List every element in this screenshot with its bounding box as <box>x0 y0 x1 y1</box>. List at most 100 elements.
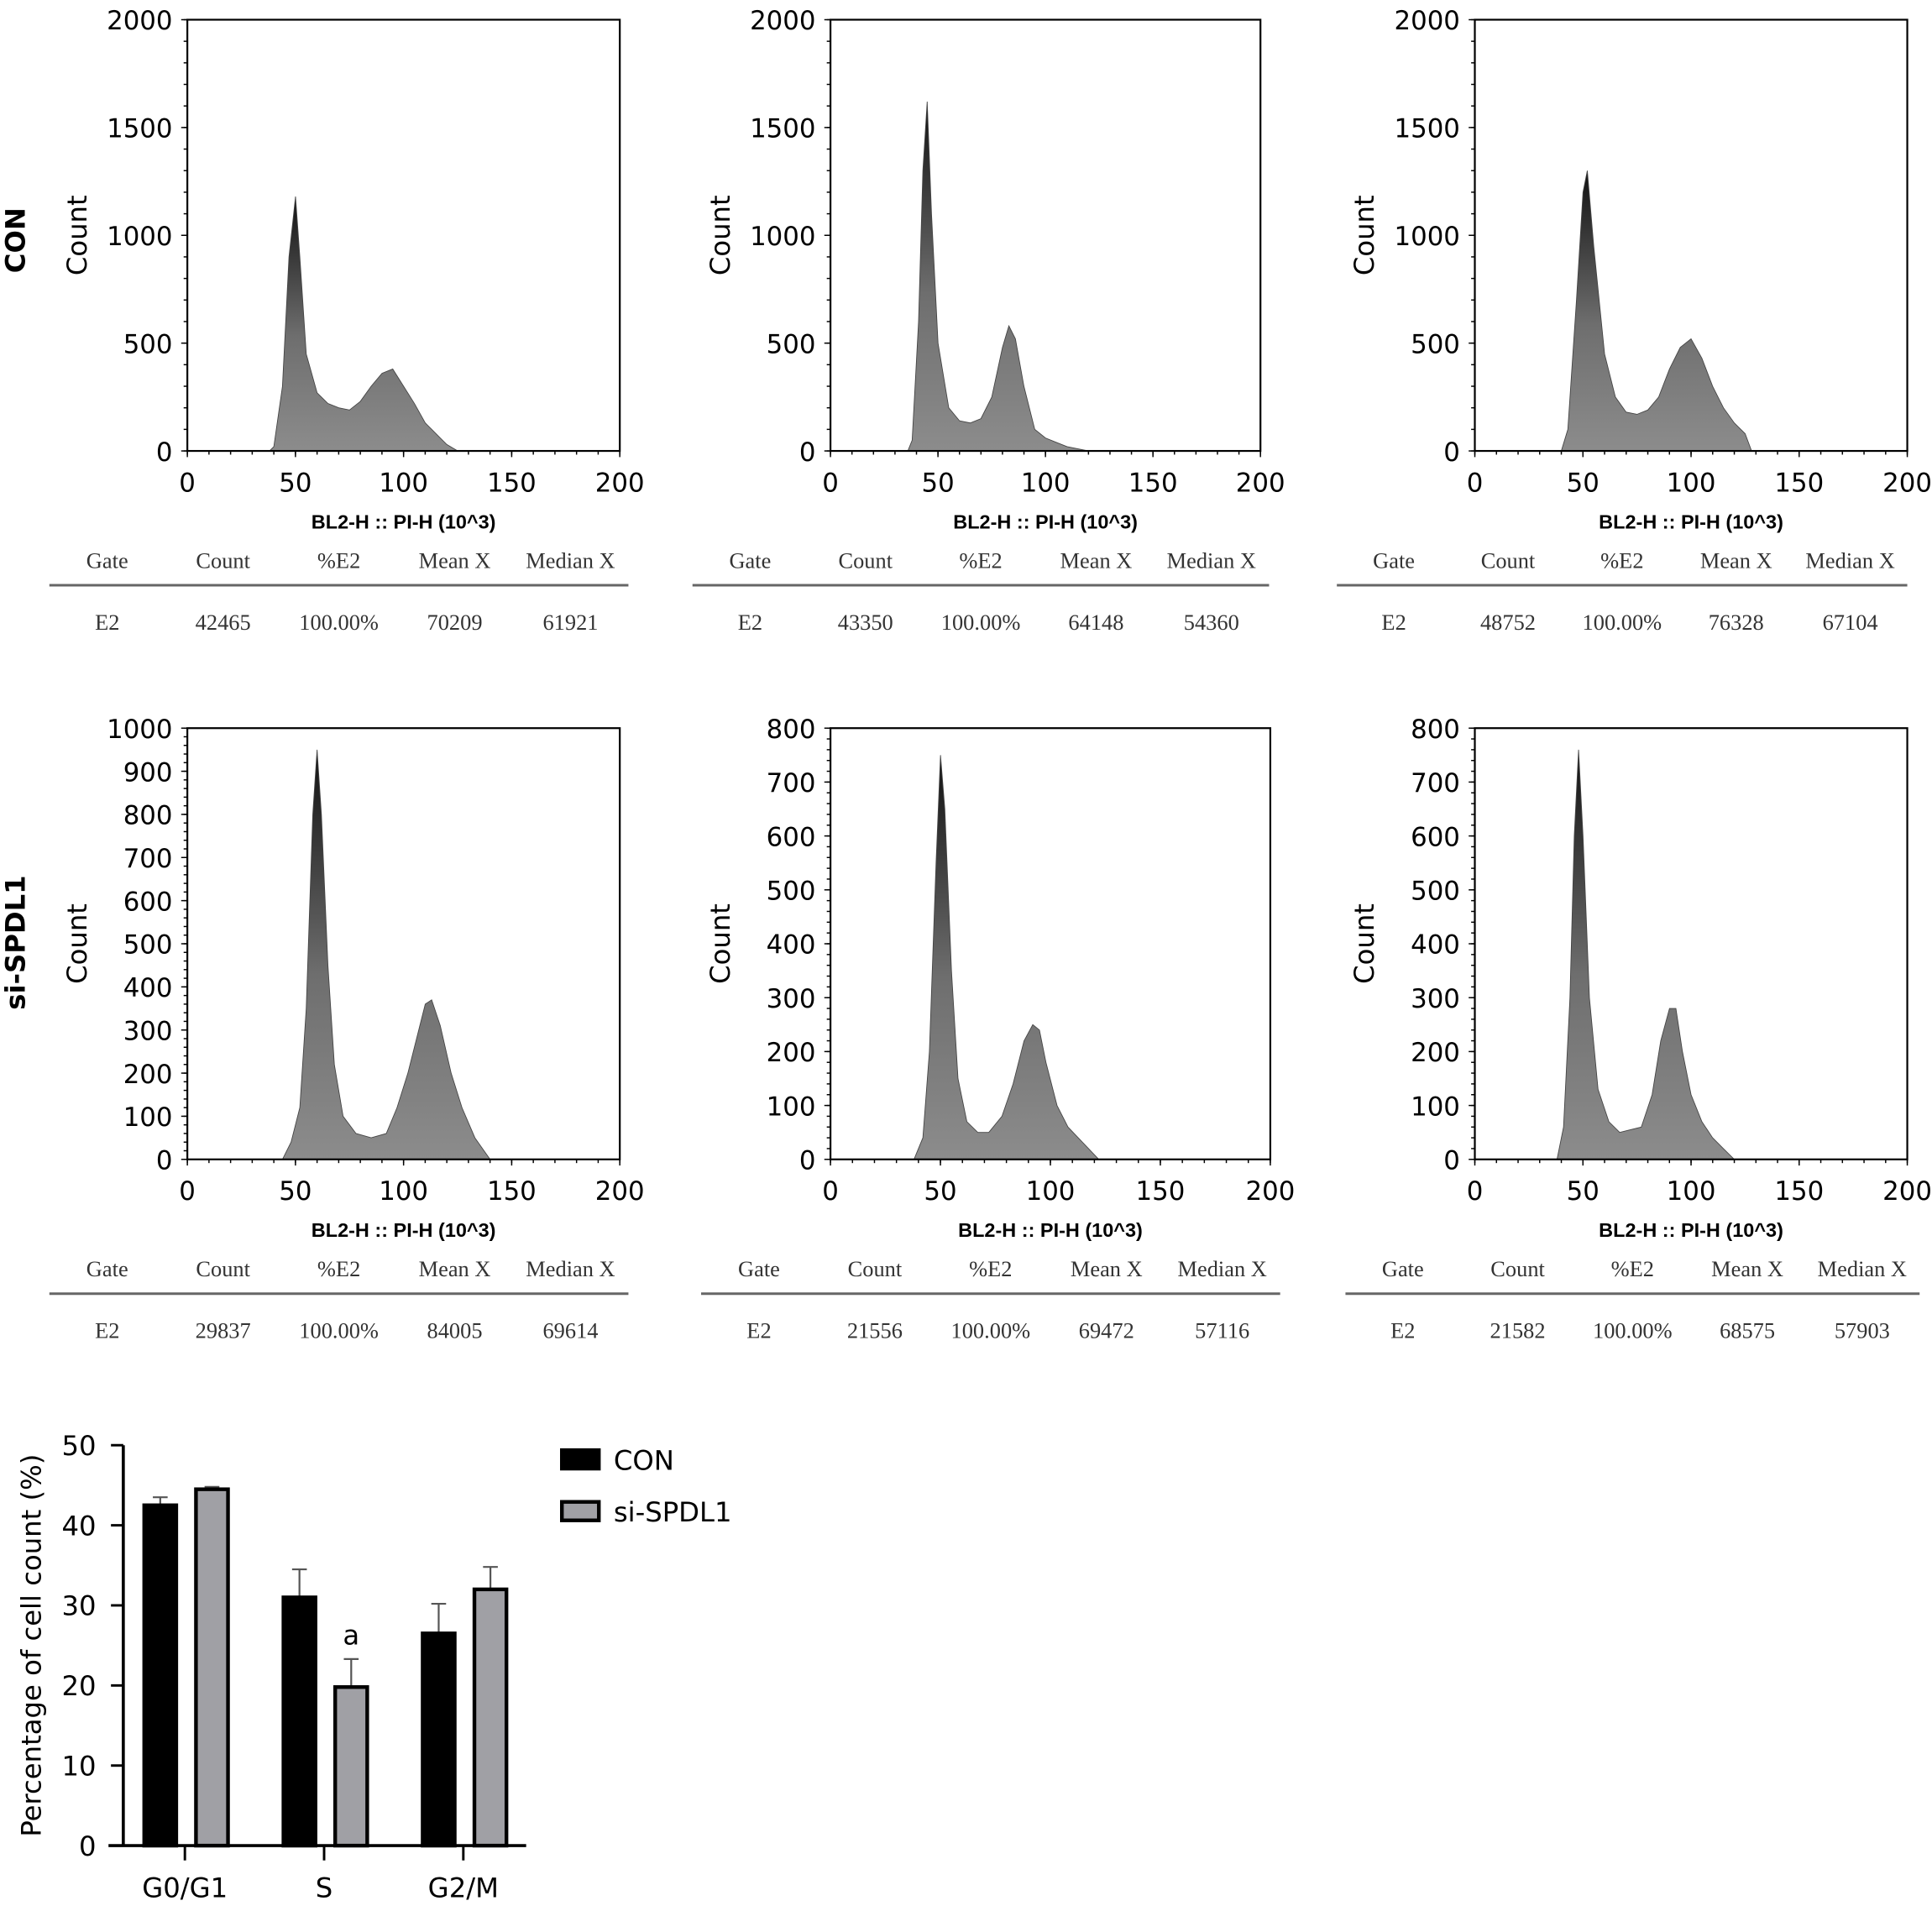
table-cell: 68575 <box>1720 1318 1775 1343</box>
x-tick-label: 150 <box>1774 1176 1824 1207</box>
bar-con-1 <box>281 1595 317 1848</box>
x-tick-label: 50 <box>279 1176 312 1207</box>
bar-con-2 <box>421 1631 457 1848</box>
x-tick-label: 100 <box>1021 468 1071 498</box>
x-axis-label: BL2-H :: PI-H (10^3) <box>1599 511 1783 532</box>
y-tick-label: 1500 <box>750 114 815 144</box>
table-cell: E2 <box>746 1318 771 1343</box>
x-tick-label: 150 <box>1136 1176 1186 1207</box>
x-tick-label: 0 <box>822 468 839 498</box>
table-header: Median X <box>1178 1256 1267 1281</box>
y-tick-label: 10 <box>61 1750 96 1782</box>
y-tick-label: 2000 <box>1395 6 1460 36</box>
table-cell: 70209 <box>427 610 483 635</box>
x-tick-label: 150 <box>1774 468 1824 498</box>
x-tick-label: 50 <box>924 1176 956 1207</box>
table-header: Count <box>848 1256 903 1281</box>
table-header: %E2 <box>1611 1256 1654 1281</box>
table-cell: 100.00% <box>1593 1318 1673 1343</box>
table-cell: 69614 <box>542 1318 598 1343</box>
table-header: Mean X <box>1700 547 1772 573</box>
stats-table: Gate Count %E2 Mean X Median X E2 21582 100.00%… <box>1345 1256 1920 1343</box>
table-cell: E2 <box>95 1318 119 1343</box>
table-cell: 84005 <box>427 1318 483 1343</box>
y-tick-label: 300 <box>767 984 816 1014</box>
x-tick-label: 200 <box>1246 1176 1296 1207</box>
table-cell: 100.00% <box>951 1318 1031 1343</box>
table-cell: E2 <box>1381 610 1406 635</box>
table-header: Median X <box>1167 547 1256 573</box>
y-tick-label: 0 <box>1443 1146 1460 1176</box>
table-header: %E2 <box>1600 547 1643 573</box>
y-tick-label: 500 <box>1411 877 1460 907</box>
table-cell: 43350 <box>838 610 893 635</box>
x-axis-label: BL2-H :: PI-H (10^3) <box>312 511 496 532</box>
x-axis-label: BL2-H :: PI-H (10^3) <box>953 511 1138 532</box>
y-tick-label: 200 <box>123 1060 173 1090</box>
y-tick-label: 1500 <box>107 114 172 144</box>
table-cell: 100.00% <box>941 610 1021 635</box>
histogram-area <box>187 196 620 452</box>
x-axis-label: BL2-H :: PI-H (10^3) <box>1599 1219 1783 1241</box>
histogram-area <box>830 755 1270 1160</box>
table-cell: 57116 <box>1195 1318 1249 1343</box>
y-tick-label: 0 <box>1443 437 1460 468</box>
y-tick-label: 300 <box>1411 984 1460 1014</box>
y-tick-label: 1500 <box>1395 114 1460 144</box>
y-tick-label: 500 <box>123 329 173 359</box>
x-tick-label: 200 <box>1882 1176 1932 1207</box>
table-header: Median X <box>526 1256 615 1281</box>
bar-chart: 0 10 20 30 40 50 G0/G1 S G2/M a Percentage of cell… <box>16 1430 732 1904</box>
y-tick-label: 2000 <box>750 6 815 36</box>
histogram-area <box>1474 749 1908 1160</box>
y-axis-label: Percentage of cell count (%) <box>16 1454 48 1837</box>
table-cell: E2 <box>95 610 119 635</box>
table-header: Count <box>196 1256 250 1281</box>
table-cell: 21582 <box>1490 1318 1546 1343</box>
y-axis-label: Count <box>61 903 93 984</box>
x-tick-label: 50 <box>1567 1176 1600 1207</box>
y-tick-label: 600 <box>1411 822 1460 852</box>
y-tick-label: 1000 <box>107 715 172 745</box>
table-cell: 54360 <box>1184 610 1239 635</box>
y-tick-label: 20 <box>61 1670 96 1702</box>
table-header: Mean X <box>1071 1256 1143 1281</box>
y-tick-label: 800 <box>123 801 173 831</box>
bar-si-spdl1-1 <box>333 1685 369 1848</box>
y-tick-label: 2000 <box>107 6 172 36</box>
x-tick-label: 150 <box>1128 468 1178 498</box>
y-tick-label: 30 <box>61 1590 96 1622</box>
x-tick-label: 100 <box>1667 1176 1716 1207</box>
x-tick-label: 200 <box>1236 468 1285 498</box>
x-tick-label: 0 <box>1467 1176 1484 1207</box>
y-tick-label: 500 <box>1411 329 1460 359</box>
y-tick-label: 500 <box>123 930 173 961</box>
y-tick-label: 400 <box>767 930 816 961</box>
x-tick-label: 200 <box>1882 468 1932 498</box>
table-header: Gate <box>1373 547 1415 573</box>
table-cell: 42465 <box>196 610 251 635</box>
x-tick-label: 0 <box>822 1176 839 1207</box>
y-axis-label: Count <box>704 195 736 275</box>
y-tick-label: 100 <box>767 1092 816 1122</box>
x-tick-label: 100 <box>1667 468 1716 498</box>
stats-table: Gate Count %E2 Mean X Median X E2 21556 100.00%… <box>701 1256 1280 1343</box>
y-tick-label: 700 <box>123 844 173 874</box>
y-tick-label: 900 <box>123 757 173 788</box>
y-tick-label: 400 <box>1411 930 1460 961</box>
table-cell: 69472 <box>1079 1318 1134 1343</box>
x-tick-label: 150 <box>487 1176 537 1207</box>
y-tick-label: 300 <box>123 1016 173 1046</box>
y-tick-label: 1000 <box>107 222 172 252</box>
y-tick-label: 800 <box>1411 715 1460 745</box>
table-cell: 29837 <box>196 1318 251 1343</box>
legend-swatch-si-spdl1 <box>560 1500 601 1522</box>
stats-table: Gate Count %E2 Mean X Median X E2 48752 100.00%… <box>1337 547 1908 635</box>
y-tick-label: 0 <box>799 1146 816 1176</box>
table-header: Gate <box>86 1256 128 1281</box>
table-cell: 100.00% <box>299 1318 379 1343</box>
y-tick-label: 100 <box>123 1102 173 1133</box>
